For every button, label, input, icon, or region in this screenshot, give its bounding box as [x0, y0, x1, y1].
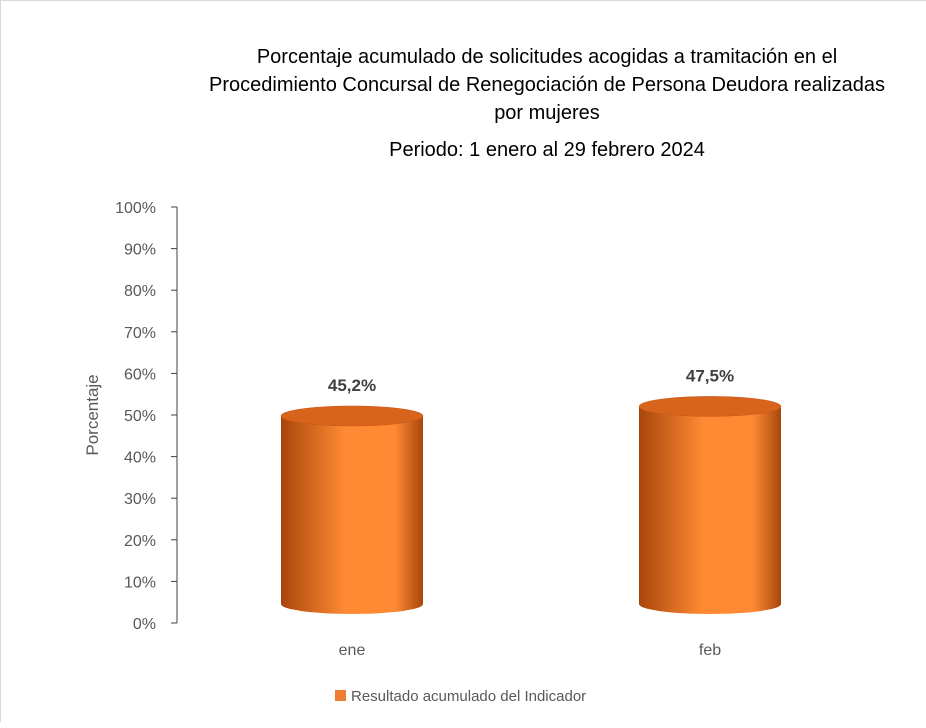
x-tick-label: ene — [339, 642, 366, 659]
y-tick-label: 60% — [124, 366, 156, 383]
data-label: 45,2% — [328, 376, 376, 395]
legend: Resultado acumulado del Indicador — [335, 688, 586, 705]
chart-title-line-3: por mujeres — [494, 102, 600, 124]
y-tick-label: 90% — [124, 242, 156, 259]
x-tick-label: feb — [699, 642, 721, 659]
y-tick-label: 0% — [133, 616, 156, 633]
bar — [638, 396, 782, 614]
y-axis-ticks: 0% 10% 20% 30% 40% 50% 60% 70% 80% 90% 100% — [115, 200, 177, 633]
y-tick-label: 80% — [124, 283, 156, 300]
bar — [280, 405, 424, 614]
bar-body — [281, 415, 423, 614]
bar-top — [280, 405, 424, 427]
chart-title-line-2: Procedimiento Concursal de Renegociación… — [209, 74, 885, 96]
chart-title-line-1: Porcentaje acumulado de solicitudes acog… — [257, 46, 837, 68]
chart-subtitle: Periodo: 1 enero al 29 febrero 2024 — [389, 139, 705, 161]
x-axis-labels: ene feb — [339, 642, 722, 659]
y-tick-label: 30% — [124, 491, 156, 508]
legend-label: Resultado acumulado del Indicador — [351, 688, 586, 705]
legend-swatch — [335, 690, 346, 701]
y-tick-label: 70% — [124, 325, 156, 342]
y-axis-label: Porcentaje — [83, 374, 102, 455]
bar-body — [639, 406, 781, 614]
y-tick-label: 50% — [124, 408, 156, 425]
y-tick-label: 40% — [124, 450, 156, 467]
bar-top — [638, 396, 782, 417]
chart-title: Porcentaje acumulado de solicitudes acog… — [209, 46, 885, 161]
y-tick-label: 100% — [115, 200, 156, 217]
y-tick-label: 20% — [124, 533, 156, 550]
bars: 45,2% 47,5% — [280, 366, 782, 614]
y-tick-label: 10% — [124, 574, 156, 591]
data-label: 47,5% — [686, 366, 734, 385]
